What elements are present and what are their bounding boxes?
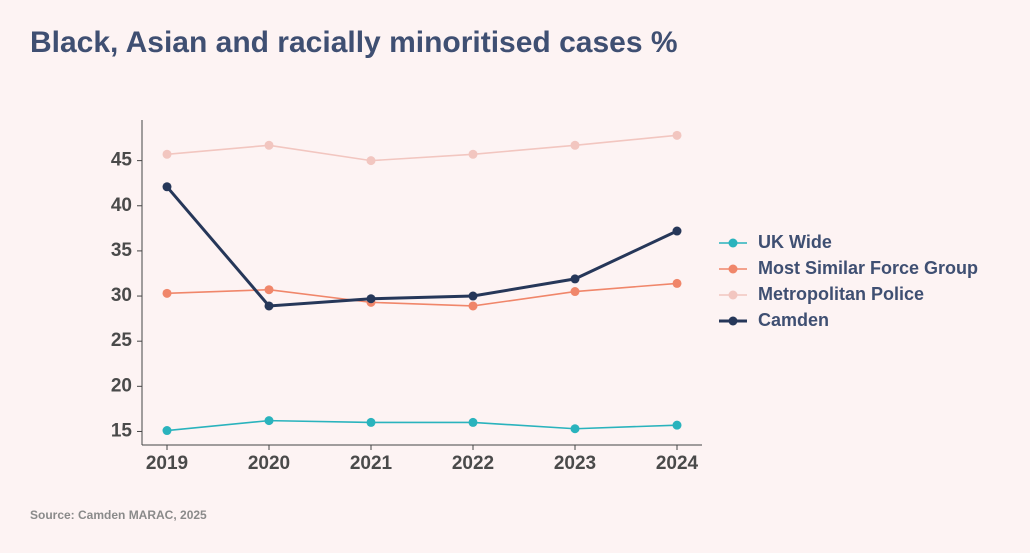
x-tick-label: 2019: [146, 453, 188, 474]
data-point: [468, 149, 478, 159]
legend-label: UK Wide: [758, 232, 832, 252]
data-point: [570, 287, 580, 297]
y-tick-label: 20: [111, 375, 132, 396]
legend-marker: [728, 264, 738, 274]
data-point: [366, 294, 376, 304]
chart-title: Black, Asian and racially minoritised ca…: [30, 26, 678, 59]
data-point: [468, 291, 478, 301]
legend-marker: [728, 290, 738, 300]
data-point: [570, 424, 580, 434]
x-tick-label: 2020: [248, 453, 290, 474]
data-point: [264, 416, 274, 426]
data-point: [264, 140, 274, 150]
data-point: [468, 301, 478, 311]
y-tick-label: 30: [111, 285, 132, 306]
data-point: [570, 274, 580, 284]
source-note: Source: Camden MARAC, 2025: [30, 508, 207, 522]
data-point: [162, 426, 172, 436]
x-tick-label: 2022: [452, 453, 494, 474]
y-tick-label: 45: [111, 150, 133, 171]
series-line: [166, 134, 678, 162]
data-point: [366, 417, 376, 427]
legend-label: Metropolitan Police: [758, 284, 924, 304]
data-point: [468, 417, 478, 427]
x-tick-label: 2021: [350, 453, 393, 474]
data-point: [264, 301, 274, 311]
data-point: [672, 420, 682, 430]
x-tick-label: 2023: [554, 453, 596, 474]
series-line: [166, 419, 678, 432]
y-tick-label: 40: [111, 195, 132, 216]
data-point: [162, 149, 172, 159]
legend-marker: [728, 238, 738, 248]
y-tick-label: 35: [111, 240, 133, 261]
data-point: [672, 130, 682, 140]
y-tick-label: 25: [111, 330, 133, 351]
x-tick-label: 2024: [656, 453, 699, 474]
legend-label: Most Similar Force Group: [758, 258, 978, 278]
legend-label: Camden: [758, 310, 829, 330]
y-tick-label: 15: [111, 420, 133, 441]
data-point: [570, 140, 580, 150]
series-line: [165, 185, 678, 308]
data-point: [672, 226, 682, 236]
data-point: [366, 156, 376, 166]
data-point: [264, 285, 274, 295]
data-point: [672, 278, 682, 288]
legend-marker: [728, 316, 738, 326]
data-point: [162, 182, 172, 192]
series-line: [166, 282, 678, 307]
data-point: [162, 288, 172, 298]
